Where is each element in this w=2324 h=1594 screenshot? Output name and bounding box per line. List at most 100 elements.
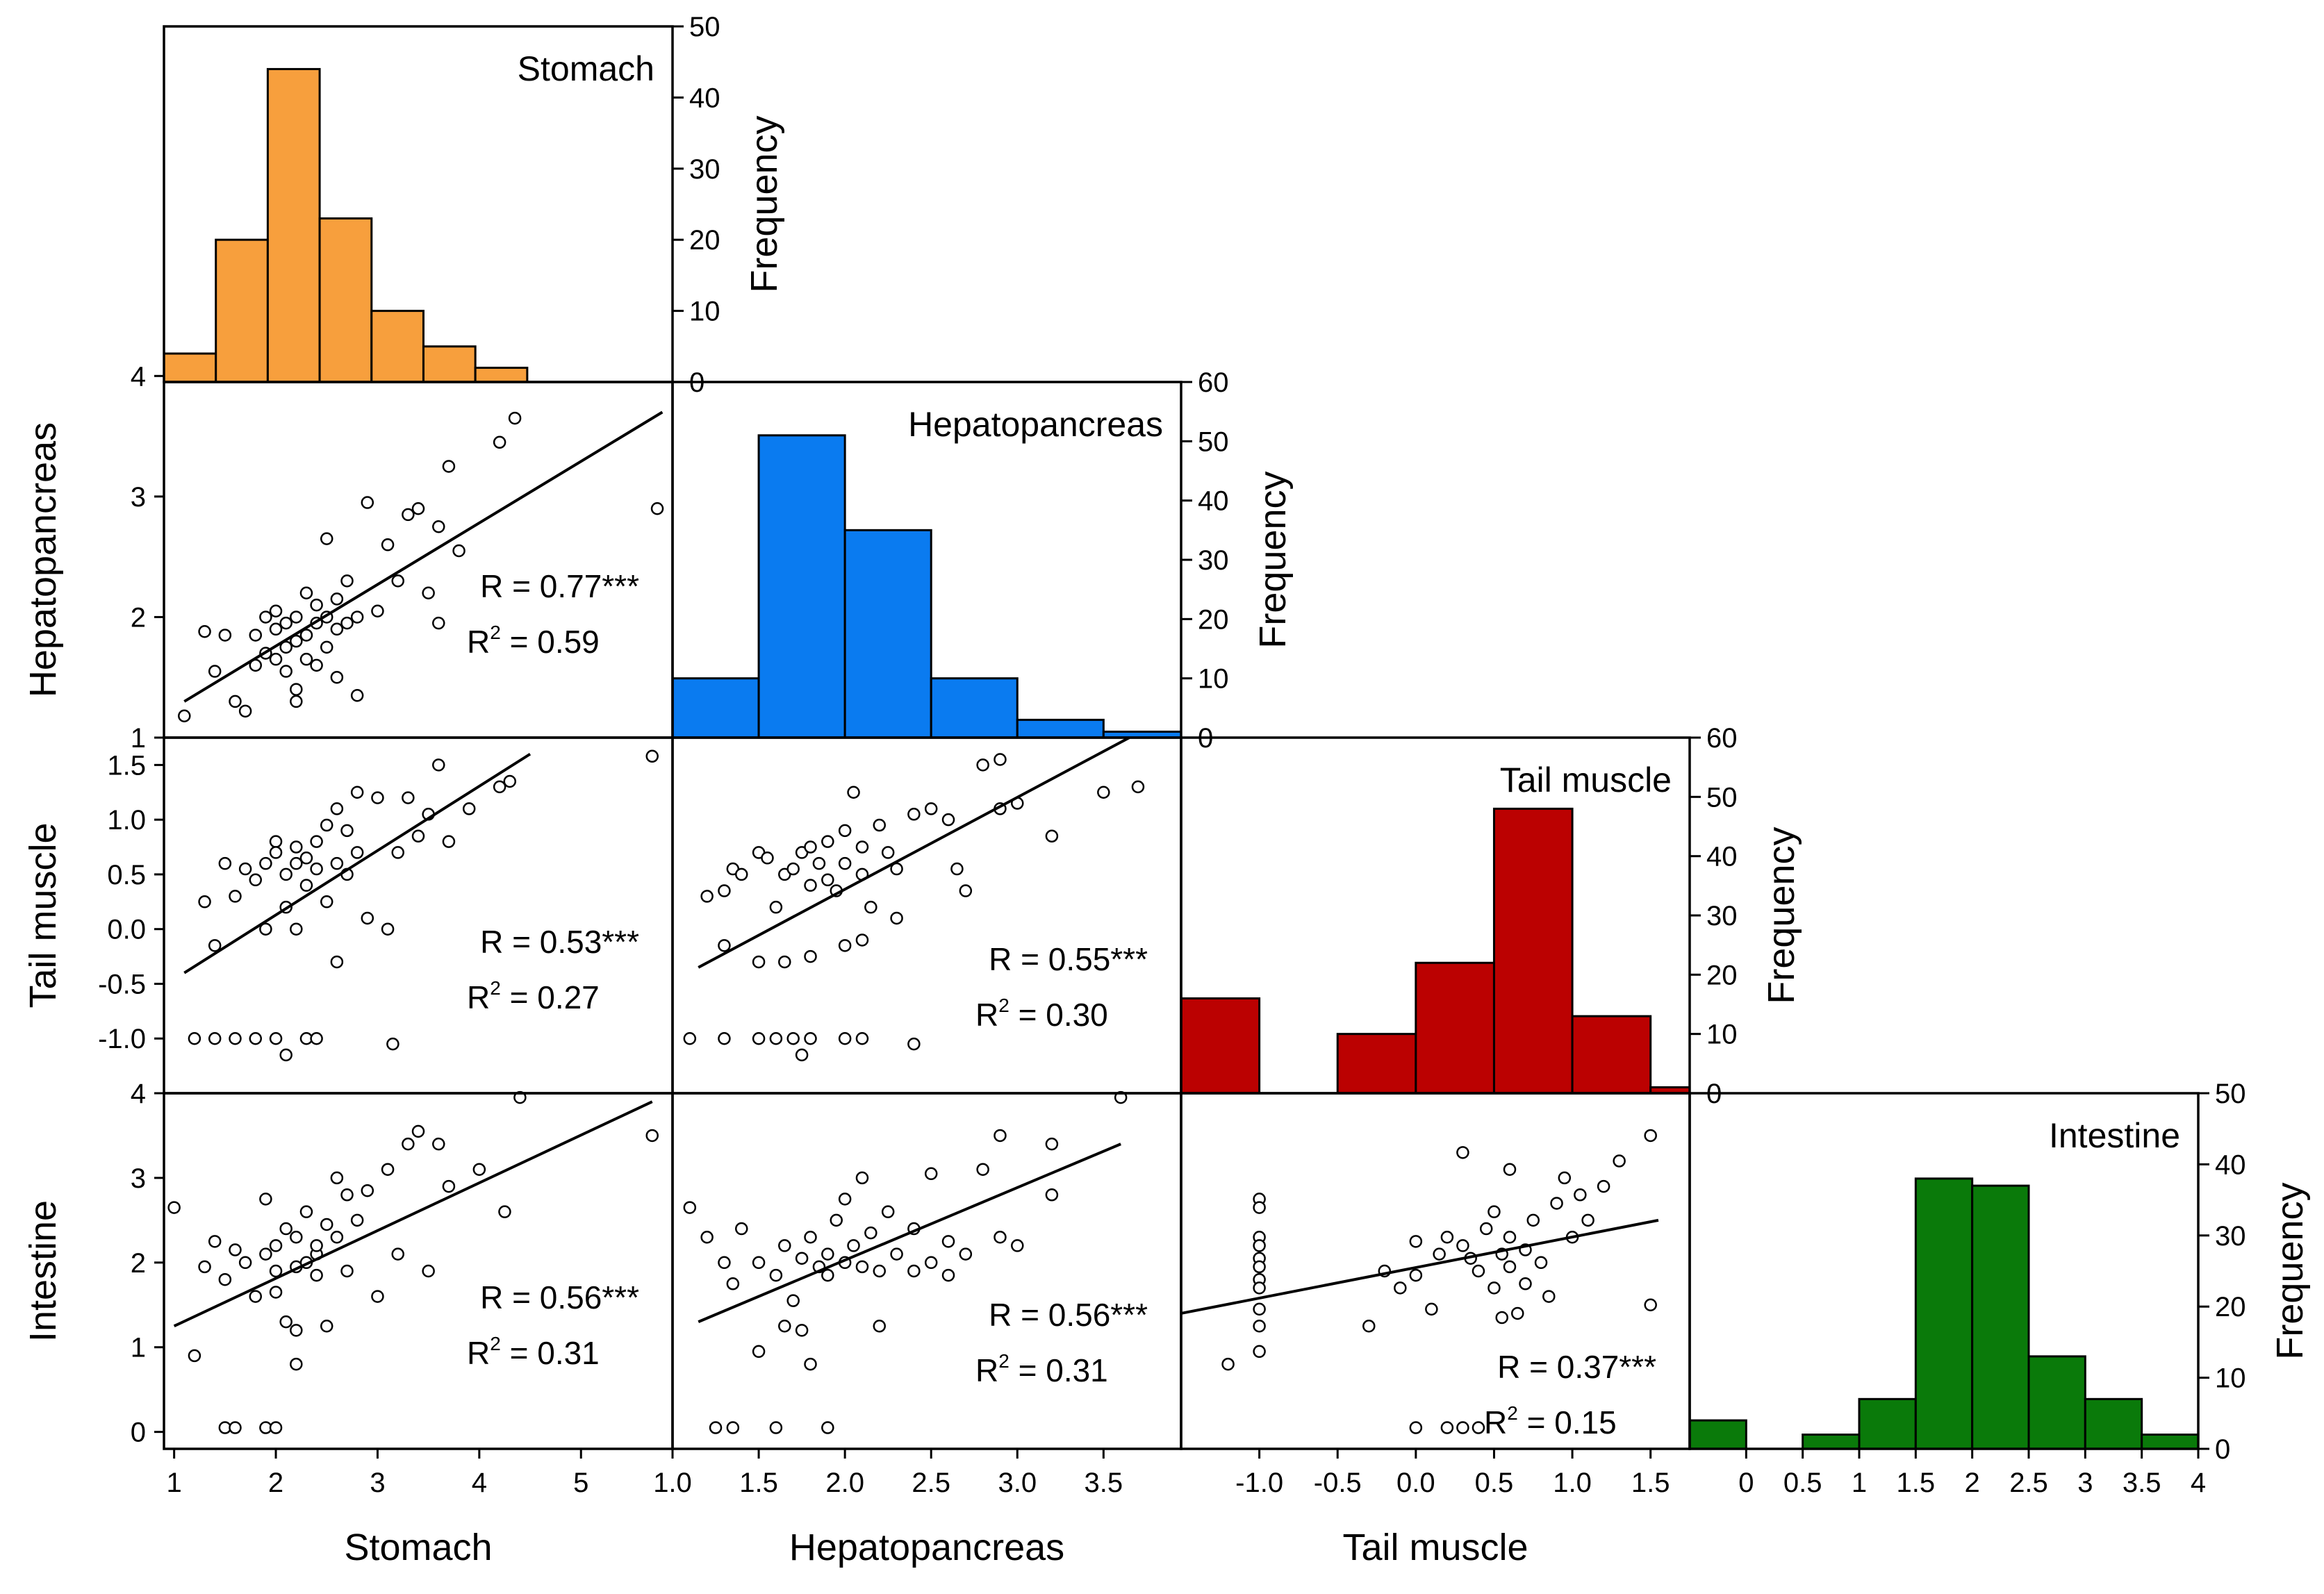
scatter-point bbox=[310, 598, 323, 612]
scatter-point bbox=[320, 818, 333, 832]
scatter-point bbox=[167, 1201, 181, 1214]
scatter-point bbox=[838, 1031, 852, 1045]
y-tick-label: 0.5 bbox=[107, 860, 146, 890]
y-tick-label: 4 bbox=[131, 1079, 146, 1109]
x-tick-label: 3.5 bbox=[1085, 1468, 1123, 1498]
scatter-point bbox=[208, 939, 222, 952]
scatter-point bbox=[371, 604, 384, 618]
scatter-point bbox=[238, 704, 252, 718]
scatter-point bbox=[769, 1421, 783, 1434]
frequency-axis-label: Frequency bbox=[1252, 471, 1294, 648]
scatter-point bbox=[1581, 1213, 1594, 1227]
x-tick-label: 1.5 bbox=[1897, 1468, 1936, 1498]
scatter-point bbox=[838, 1193, 852, 1206]
y-axis-label: Tail muscle bbox=[22, 822, 64, 1008]
scatter-point bbox=[290, 922, 303, 936]
y-tick-label: 1 bbox=[131, 723, 146, 754]
scatter-point bbox=[1440, 1421, 1454, 1434]
scatter-point bbox=[804, 840, 817, 854]
scatter-point bbox=[795, 1324, 809, 1337]
scatter-point bbox=[1597, 1179, 1610, 1193]
scatter-point bbox=[1542, 1290, 1556, 1303]
scatter-point bbox=[229, 1421, 242, 1434]
scatter-point bbox=[269, 622, 283, 636]
scatter-point bbox=[1479, 1222, 1493, 1236]
hist-bar-intestine bbox=[1971, 1184, 2030, 1450]
regression-line bbox=[183, 752, 531, 974]
y-tick-label: 2 bbox=[131, 1248, 146, 1279]
y-tick-label: 1 bbox=[131, 1333, 146, 1363]
scatter-point bbox=[769, 1031, 783, 1045]
scatter-point bbox=[442, 1179, 456, 1193]
scatter-point bbox=[361, 911, 374, 925]
scatter-point bbox=[786, 862, 800, 876]
scatter-point bbox=[838, 824, 852, 838]
hist-bar-tail-muscle bbox=[1180, 997, 1261, 1095]
x-tick-label: 1 bbox=[1852, 1468, 1867, 1498]
scatter-point bbox=[442, 460, 456, 473]
correlation-r-label: R = 0.77*** bbox=[480, 568, 639, 604]
y-axis-label: Intestine bbox=[22, 1200, 64, 1342]
scatter-point bbox=[452, 544, 465, 558]
scatter-point bbox=[391, 574, 404, 588]
hist-bar-tail-muscle bbox=[1571, 1015, 1652, 1095]
panel-frame bbox=[1688, 1092, 2200, 1450]
scatter-point bbox=[718, 1256, 731, 1270]
scatter-point bbox=[994, 1230, 1007, 1244]
frequency-tick-label: 30 bbox=[1706, 901, 1738, 931]
x-tick-label: 0.0 bbox=[1396, 1468, 1435, 1498]
scatter-point bbox=[1253, 1281, 1266, 1295]
scatter-point bbox=[1487, 1281, 1501, 1295]
frequency-tick-label: 20 bbox=[1198, 604, 1229, 635]
scatter-point bbox=[1558, 1171, 1572, 1185]
scatter-point bbox=[821, 873, 834, 887]
scatter-point bbox=[350, 689, 364, 702]
scatter-point bbox=[498, 1205, 511, 1218]
scatter-point bbox=[812, 856, 826, 870]
scatter-point bbox=[299, 879, 313, 892]
scatter-point bbox=[847, 1239, 860, 1252]
frequency-axis-label: Frequency bbox=[743, 115, 785, 292]
regression-line bbox=[183, 410, 664, 703]
x-tick-label: -1.0 bbox=[1235, 1468, 1283, 1498]
scatter-point bbox=[279, 1222, 292, 1236]
scatter-point bbox=[259, 611, 272, 624]
y-tick-label: 3 bbox=[131, 482, 146, 513]
scatter-point bbox=[320, 1319, 333, 1333]
scatter-point bbox=[432, 520, 445, 533]
hist-bar-tail-muscle bbox=[1492, 807, 1574, 1095]
hist-bar-hepatopancreas bbox=[1016, 718, 1105, 739]
scatter-point bbox=[1456, 1421, 1469, 1434]
hist-bar-hepatopancreas bbox=[757, 434, 846, 739]
scatter-point bbox=[381, 1163, 395, 1176]
scatter-point bbox=[320, 532, 333, 545]
scatter-point bbox=[229, 1031, 242, 1045]
scatter-point bbox=[330, 1230, 344, 1244]
scatter-point bbox=[890, 911, 903, 925]
frequency-tick-label: 20 bbox=[1706, 960, 1738, 990]
frequency-tick-label: 40 bbox=[1706, 842, 1738, 872]
scatter-point bbox=[290, 840, 303, 854]
scatter-point bbox=[218, 856, 232, 870]
r-squared-label: R2 = 0.30 bbox=[975, 995, 1108, 1033]
scatter-point bbox=[752, 1031, 766, 1045]
scatter-point bbox=[838, 939, 852, 952]
scatter-point bbox=[855, 933, 869, 947]
scatter-point bbox=[804, 1230, 817, 1244]
scatter-point bbox=[1644, 1129, 1657, 1143]
scatter-point bbox=[1503, 1230, 1517, 1244]
frequency-tick-label: 50 bbox=[1706, 782, 1738, 813]
scatter-point bbox=[821, 835, 834, 848]
scatter-point bbox=[1487, 1205, 1501, 1218]
scatter-point bbox=[924, 1167, 938, 1181]
x-tick-label: 1.5 bbox=[1631, 1468, 1670, 1498]
scatter-point bbox=[432, 1137, 445, 1151]
scatter-point bbox=[269, 1031, 283, 1045]
frequency-tick-label: 30 bbox=[2215, 1221, 2246, 1252]
scatter-point bbox=[1503, 1260, 1517, 1274]
hist-bar-hepatopancreas bbox=[843, 529, 932, 739]
scatter-point bbox=[279, 867, 292, 881]
scatter-point bbox=[422, 1264, 435, 1278]
scatter-point bbox=[752, 1345, 766, 1359]
scatter-point bbox=[855, 1171, 869, 1185]
